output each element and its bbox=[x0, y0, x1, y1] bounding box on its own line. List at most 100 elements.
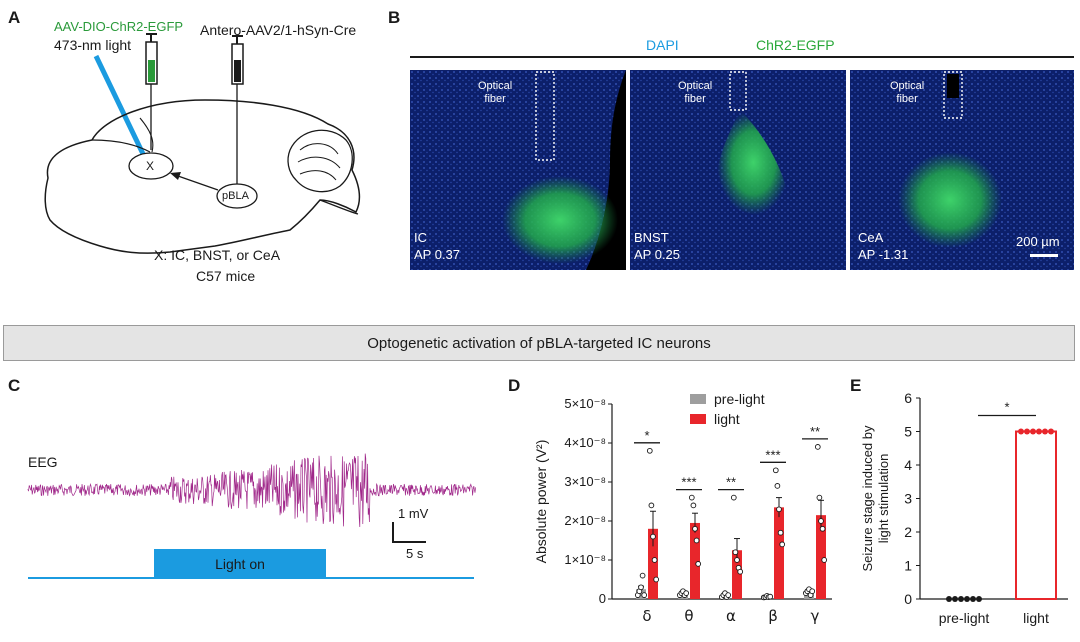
data-point bbox=[1018, 428, 1024, 435]
data-point bbox=[695, 561, 702, 567]
x-tick-label: light bbox=[1023, 610, 1049, 626]
data-point bbox=[639, 572, 646, 579]
data-point bbox=[653, 576, 660, 583]
data-point bbox=[964, 596, 970, 602]
y-tick-label: 0 bbox=[904, 591, 912, 607]
data-point bbox=[818, 518, 824, 524]
data-point bbox=[772, 467, 779, 474]
data-point bbox=[1042, 428, 1048, 435]
data-point bbox=[1036, 428, 1042, 435]
panel-a-letter: A bbox=[8, 8, 21, 27]
data-point bbox=[692, 525, 698, 532]
optical-fiber-line bbox=[93, 54, 147, 158]
data-point bbox=[779, 541, 786, 548]
data-point bbox=[821, 557, 828, 563]
y-tick-label: 3 bbox=[904, 491, 912, 507]
bar-light bbox=[648, 528, 658, 599]
bar-light bbox=[1015, 430, 1057, 600]
dapi-label: DAPI bbox=[646, 37, 679, 53]
scale-s-label: 5 s bbox=[406, 546, 424, 561]
legend-label: light bbox=[714, 411, 740, 427]
significance-star: ** bbox=[810, 424, 820, 439]
data-point bbox=[777, 529, 784, 536]
data-point bbox=[730, 494, 737, 501]
y-tick-label: 1 bbox=[904, 558, 912, 574]
optical-fiber-label-ic: Optical fiber bbox=[478, 80, 513, 105]
y-tick-label: 3×10⁻⁸ bbox=[564, 474, 606, 489]
data-point bbox=[952, 596, 958, 602]
significance-star: *** bbox=[765, 447, 780, 462]
data-point bbox=[809, 588, 816, 595]
data-point bbox=[1048, 428, 1054, 435]
data-point bbox=[638, 584, 644, 591]
y-tick-label: 1×10⁻⁸ bbox=[564, 552, 606, 567]
eeg-label: EEG bbox=[28, 454, 58, 470]
bar-pre-light bbox=[636, 589, 646, 599]
y-tick-label: 2 bbox=[904, 524, 912, 540]
y-tick-label: 4×10⁻⁸ bbox=[564, 435, 606, 450]
scalebar-line bbox=[1030, 254, 1058, 257]
data-point bbox=[690, 502, 697, 509]
power-bar-chart: 0 1×10⁻⁸ 2×10⁻⁸ 3×10⁻⁸ 4×10⁻⁸ 5×10⁻⁸ Absolute … bbox=[533, 391, 832, 625]
x-tick-label: pre-light bbox=[939, 610, 990, 626]
brain-outline bbox=[44, 99, 361, 254]
region-label-ic: IC bbox=[414, 230, 427, 245]
y-axis-label: Seizure stage induced by bbox=[860, 425, 875, 571]
x-tick-label: β bbox=[768, 607, 778, 625]
light-label: 473-nm light bbox=[54, 37, 132, 53]
syringe-antero-icon bbox=[231, 35, 244, 186]
data-point bbox=[646, 447, 653, 454]
significance-star: * bbox=[644, 428, 649, 443]
significance-star: *** bbox=[681, 475, 696, 490]
region-label-cea: CeA bbox=[858, 230, 884, 245]
chr2-label: ChR2-EGFP bbox=[756, 37, 835, 53]
caption-x: X: IC, BNST, or CeA bbox=[154, 247, 281, 263]
data-point bbox=[970, 596, 976, 602]
x-tick-label: δ bbox=[642, 607, 651, 625]
significance-star: * bbox=[1004, 400, 1009, 415]
virus-label: AAV-DIO-ChR2-EGFP bbox=[54, 19, 184, 34]
y-axis-label: Absolute power (V²) bbox=[533, 440, 549, 564]
micrograph-cea: Optical fiber CeA AP -1.31 200 µm bbox=[850, 70, 1074, 270]
data-point bbox=[650, 533, 656, 540]
x-tick-label: α bbox=[726, 607, 736, 625]
data-point bbox=[816, 494, 823, 501]
bar-light bbox=[690, 522, 700, 599]
optical-fiber-label-cea: Optical fiber bbox=[890, 80, 925, 105]
pbla-node-label: pBLA bbox=[222, 190, 249, 202]
micrograph-bnst: Optical fiber BNST AP 0.25 bbox=[630, 70, 846, 270]
scale-bar-vertical bbox=[392, 522, 394, 542]
data-point bbox=[814, 444, 821, 450]
panel-c-letter: C bbox=[8, 376, 21, 395]
data-point bbox=[946, 596, 952, 602]
micrograph-ic: Optical fiber IC AP 0.37 bbox=[410, 70, 626, 270]
eeg-waveform bbox=[27, 453, 476, 528]
bar-light bbox=[774, 507, 784, 599]
significance-star: ** bbox=[726, 475, 736, 490]
data-point bbox=[725, 592, 732, 598]
data-point bbox=[734, 557, 740, 563]
arrow-head-icon bbox=[170, 172, 181, 180]
brain-schematic bbox=[44, 33, 361, 254]
panel-b-letter: B bbox=[388, 8, 401, 27]
y-tick-label: 6 bbox=[904, 390, 912, 406]
ap-label-bnst: AP 0.25 bbox=[634, 247, 681, 262]
cerebellum bbox=[287, 129, 353, 193]
pbla-node bbox=[216, 183, 258, 209]
data-point bbox=[732, 549, 739, 556]
y-tick-label: 2×10⁻⁸ bbox=[564, 513, 606, 528]
ap-label-ic: AP 0.37 bbox=[414, 247, 461, 262]
x-node-label: X bbox=[146, 159, 155, 173]
data-point bbox=[737, 568, 744, 575]
data-point bbox=[774, 483, 781, 489]
scalebar-label: 200 µm bbox=[1016, 234, 1060, 249]
scale-mv-label: 1 mV bbox=[398, 506, 429, 521]
region-label-bnst: BNST bbox=[634, 230, 669, 245]
x-node bbox=[128, 152, 174, 180]
data-point bbox=[776, 506, 782, 513]
y-tick-label: 5 bbox=[904, 424, 912, 440]
y-tick-label: 5×10⁻⁸ bbox=[564, 396, 606, 411]
data-point bbox=[648, 502, 655, 509]
data-point bbox=[819, 525, 826, 532]
section-banner: Optogenetic activation of pBLA-targeted … bbox=[3, 325, 1075, 361]
